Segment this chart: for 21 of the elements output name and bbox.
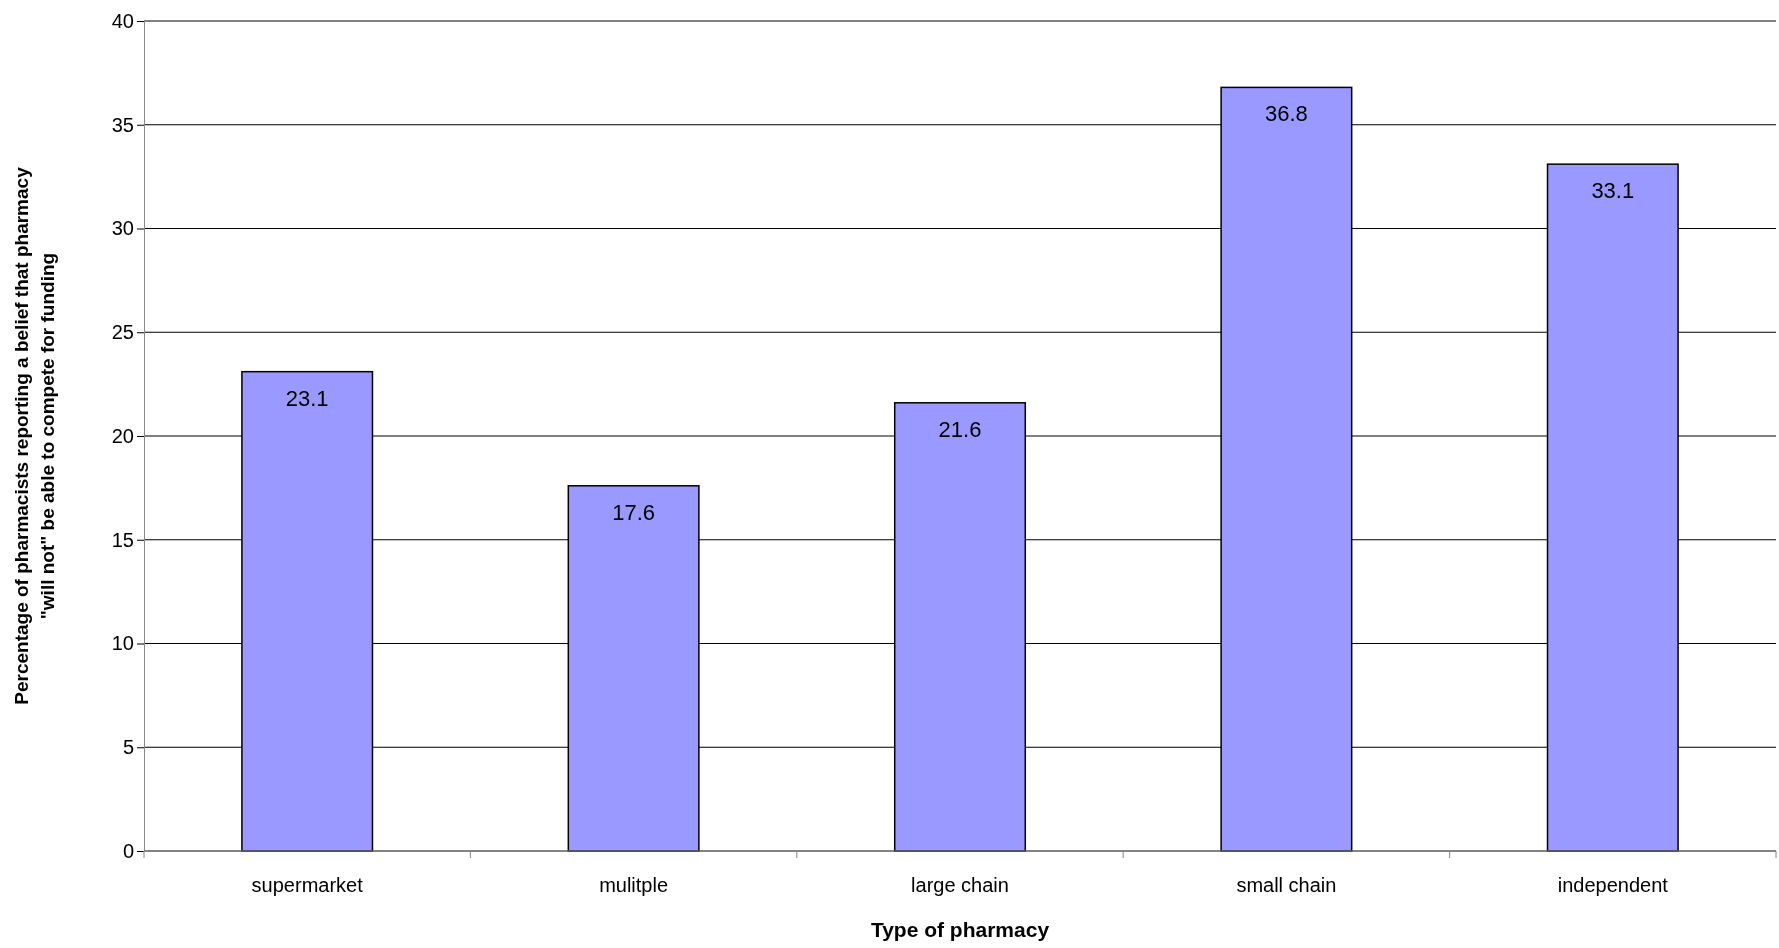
x-tick-label: small chain	[1236, 874, 1337, 896]
y-tick-label: 15	[111, 528, 134, 551]
data-label: 23.1	[285, 385, 329, 411]
data-label: 17.6	[612, 499, 656, 525]
y-tick-label: 35	[111, 113, 134, 136]
x-tick-label: mulitple	[599, 874, 669, 896]
x-tick-label: supermarket	[251, 874, 364, 896]
data-label: 33.1	[1591, 178, 1635, 204]
data-label: 21.6	[938, 416, 982, 442]
y-tick-label: 0	[122, 839, 134, 862]
data-label: 36.8	[1264, 101, 1308, 127]
x-tick-label: large chain	[911, 874, 1009, 896]
y-tick-label: 10	[111, 632, 134, 655]
y-tick-label: 30	[111, 217, 134, 240]
x-axis-title: Type of pharmacy	[870, 918, 1050, 941]
y-tick-label: 25	[111, 321, 134, 344]
y-axis-title: Percentage of pharmacists reporting a belief that pharmacy "will not" be able to compete for funding	[11, 166, 58, 705]
y-tick-label: 5	[122, 736, 134, 759]
y-tick-label: 40	[111, 9, 134, 32]
x-tick-label: independent	[1557, 874, 1669, 896]
y-tick-label: 20	[111, 424, 134, 447]
